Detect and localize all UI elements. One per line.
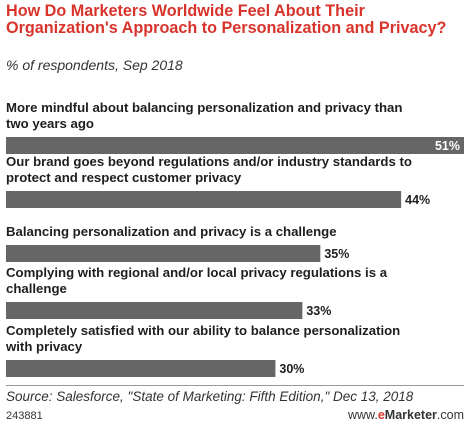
footer-divider: [6, 385, 464, 386]
bar-chart: More mindful about balancing personaliza…: [5, 100, 464, 377]
category-label: Our brand goes beyond regulations and/or…: [6, 154, 412, 185]
value-label: 35%: [324, 247, 349, 261]
value-label: 51%: [435, 139, 460, 153]
chart-subtitle: % of respondents, Sep 2018: [6, 57, 183, 73]
bar: [6, 137, 464, 154]
bar: [6, 360, 276, 377]
value-label: 44%: [405, 193, 430, 207]
bar: [6, 245, 321, 262]
emarketer-logo[interactable]: www.eMarketer.com: [348, 408, 464, 422]
category-label: Complying with regional and/or local pri…: [6, 265, 388, 296]
category-label: Balancing personalization and privacy is…: [6, 224, 337, 239]
chart-id: 243881: [6, 410, 43, 422]
brand-e: e: [377, 408, 385, 422]
chart-title: How Do Marketers Worldwide Feel About Th…: [6, 2, 447, 37]
value-label: 33%: [306, 304, 331, 318]
bar: [6, 302, 303, 319]
brand-name: Marketer: [384, 408, 437, 422]
category-label: More mindful about balancing personaliza…: [6, 100, 402, 131]
source-note: Source: Salesforce, "State of Marketing:…: [6, 389, 414, 404]
category-label: Completely satisfied with our ability to…: [5, 323, 400, 354]
brand-suffix: .com: [436, 408, 464, 422]
brand-prefix: www.: [347, 408, 378, 422]
value-label: 30%: [279, 362, 304, 376]
bar: [6, 191, 402, 208]
